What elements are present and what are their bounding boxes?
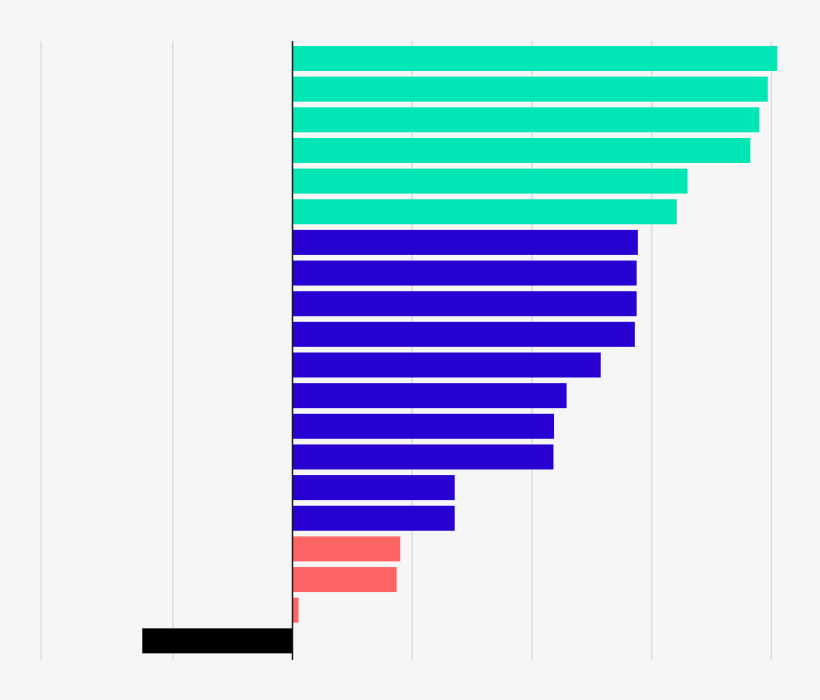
bar [292, 199, 677, 225]
bar [292, 46, 778, 71]
gridlines [40, 41, 773, 660]
bar [292, 413, 555, 439]
bar [292, 260, 637, 286]
bar [292, 321, 635, 347]
bar [292, 137, 751, 163]
bar [292, 383, 567, 409]
bar [292, 505, 455, 531]
bars [142, 46, 778, 654]
bar [292, 444, 554, 470]
bar [292, 229, 638, 255]
bar [292, 475, 455, 501]
bar [292, 291, 637, 317]
bar [292, 536, 401, 562]
bar [292, 567, 397, 593]
bar [292, 168, 688, 194]
bar [292, 597, 299, 623]
bar [292, 352, 601, 378]
bar [292, 76, 768, 102]
bar [292, 107, 760, 133]
bar [142, 628, 293, 654]
